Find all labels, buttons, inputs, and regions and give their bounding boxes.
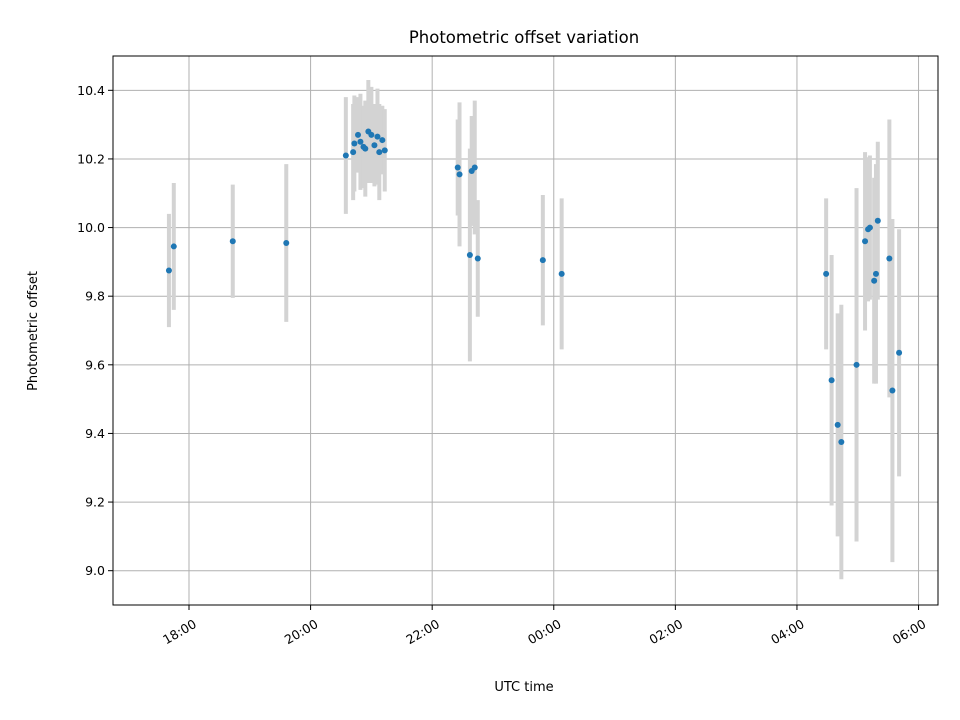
data-point xyxy=(350,149,357,156)
data-point xyxy=(342,152,349,159)
y-axis-label: Photometric offset xyxy=(26,271,41,391)
data-point xyxy=(357,138,364,145)
data-point xyxy=(283,240,290,247)
data-point xyxy=(454,164,461,171)
chart-title: Photometric offset variation xyxy=(409,28,639,47)
data-point xyxy=(355,131,362,138)
y-axis-ticks: 9.0 9.2 9.4 9.6 9.8 10.0 10.2 10.4 xyxy=(77,83,113,578)
data-point xyxy=(165,267,172,274)
y-tick-label: 9.4 xyxy=(85,426,105,441)
data-point xyxy=(889,387,896,394)
data-point xyxy=(862,238,869,245)
y-tick-label: 9.6 xyxy=(85,357,105,372)
data-point xyxy=(456,171,463,178)
data-point xyxy=(886,255,893,262)
data-point xyxy=(834,421,841,428)
data-point xyxy=(474,255,481,262)
plot-frame xyxy=(112,55,939,606)
data-point xyxy=(362,145,369,152)
y-tick-label: 9.0 xyxy=(85,563,105,578)
data-point xyxy=(374,133,381,140)
data-point xyxy=(229,238,236,245)
data-point xyxy=(379,137,386,144)
data-point xyxy=(872,270,879,277)
data-point xyxy=(838,439,845,446)
data-point xyxy=(853,361,860,368)
data-point xyxy=(376,149,383,156)
data-point xyxy=(368,131,375,138)
data-point xyxy=(371,142,378,149)
data-point xyxy=(828,377,835,384)
data-point xyxy=(874,217,881,224)
y-tick-label: 10.2 xyxy=(77,151,105,166)
data-point xyxy=(539,257,546,264)
data-point xyxy=(170,243,177,250)
y-tick-label: 10.0 xyxy=(77,220,105,235)
data-point xyxy=(866,224,873,231)
data-point xyxy=(351,140,358,147)
data-point xyxy=(558,270,565,277)
grid xyxy=(113,56,938,605)
data-point xyxy=(381,147,388,154)
data-point xyxy=(871,277,878,284)
y-tick-label: 9.2 xyxy=(85,495,105,510)
data-points xyxy=(165,128,903,446)
data-point xyxy=(896,349,903,356)
y-tick-label: 10.4 xyxy=(77,83,105,98)
data-point xyxy=(466,252,473,259)
data-point xyxy=(471,164,478,171)
data-point xyxy=(823,270,830,277)
y-tick-label: 9.8 xyxy=(85,289,105,304)
x-axis-label: UTC time xyxy=(494,680,553,695)
